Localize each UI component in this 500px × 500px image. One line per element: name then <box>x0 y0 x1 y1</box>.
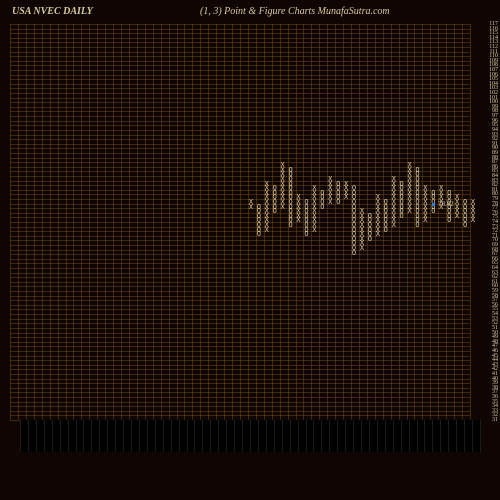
pnf-cell: X <box>248 199 254 205</box>
pnf-cell: O <box>256 204 262 210</box>
pnf-cell: O <box>272 185 278 191</box>
pnf-cell: O <box>303 199 309 205</box>
price-marker: 78.02 <box>438 201 454 208</box>
pnf-cell: X <box>264 181 270 187</box>
pnf-cell: X <box>438 185 444 191</box>
pnf-cell: X <box>454 194 460 200</box>
pnf-cell: X <box>375 194 381 200</box>
plot-area: XXOOOOOOOXXXXXXXXXXXOOOOOOXXXXXXXXXXOOOO… <box>10 24 470 470</box>
pnf-cell: X <box>407 162 413 168</box>
pnf-cell: O <box>288 167 294 173</box>
pnf-cell: O <box>462 199 468 205</box>
pnf-cell: X <box>280 162 286 168</box>
pnf-cell: O <box>446 190 452 196</box>
pnf-cell: O <box>367 213 373 219</box>
pnf-cell: X <box>311 185 317 191</box>
chart-container: USA NVEC DAILY (1, 3) Point & Figure Cha… <box>0 0 500 500</box>
chart-title-left: USA NVEC DAILY <box>12 6 93 17</box>
pnf-cell: X <box>470 199 476 205</box>
pnf-cell: O <box>351 185 357 191</box>
pnf-cell: X <box>422 185 428 191</box>
y-axis-tick: 31 <box>478 417 498 423</box>
pnf-cell: X <box>343 181 349 187</box>
price-dot-icon <box>432 203 435 206</box>
pnf-cell: X <box>296 194 302 200</box>
pnf-cell: X <box>359 208 365 214</box>
pnf-cell: O <box>414 167 420 173</box>
pnf-cell: O <box>335 181 341 187</box>
pnf-cell: O <box>399 181 405 187</box>
pnf-cell: O <box>383 199 389 205</box>
pnf-cell: X <box>391 176 397 182</box>
bottom-strip <box>20 420 480 452</box>
pnf-cell: X <box>327 176 333 182</box>
pnf-cell: O <box>430 190 436 196</box>
chart-title-center: (1, 3) Point & Figure Charts MunafaSutra… <box>200 6 390 17</box>
pnf-cell: O <box>319 190 325 196</box>
